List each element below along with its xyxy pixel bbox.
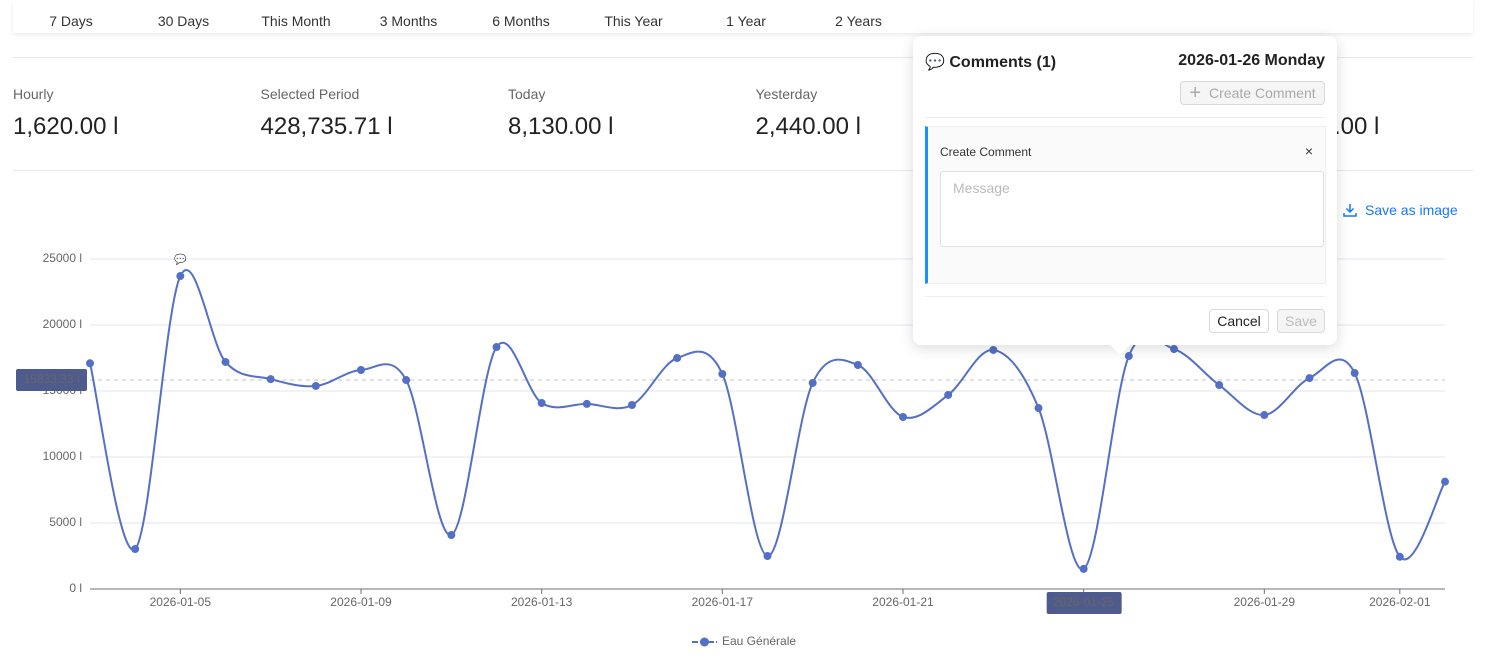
data-point — [176, 272, 185, 281]
range-tab[interactable]: 6 Months — [492, 13, 550, 29]
data-point — [1170, 345, 1178, 354]
x-tick-label: 2026-01-17 — [692, 595, 754, 609]
data-point — [221, 357, 230, 366]
data-point — [1079, 564, 1088, 573]
popup-title: 💬 Comments (1) — [925, 54, 1057, 71]
popup-date: 2026-01-26 Monday — [1178, 52, 1325, 69]
data-point — [1124, 352, 1133, 361]
data-point — [628, 400, 636, 409]
data-point — [1350, 369, 1359, 378]
divider — [13, 170, 1473, 171]
legend-marker — [700, 637, 709, 647]
comment-form: Create Comment × Message — [925, 126, 1326, 284]
stat-value: 1,620.00 l — [13, 113, 119, 140]
message-input[interactable]: Message — [940, 171, 1324, 247]
pointer-y-label: 15833.33 l — [23, 372, 79, 386]
stat-label: Yesterday — [755, 86, 818, 102]
data-point — [763, 552, 772, 560]
data-point — [357, 366, 365, 375]
range-tab[interactable]: This Year — [604, 13, 663, 29]
range-tab[interactable]: 1 Year — [726, 13, 766, 29]
form-title: Create Comment — [940, 145, 1032, 159]
download-icon — [1343, 204, 1357, 217]
plus-icon: + — [1189, 81, 1202, 104]
stat-value: 8,130.00 l — [508, 113, 614, 140]
stat-label: Hourly — [13, 86, 54, 102]
range-tab[interactable]: 2 Years — [835, 13, 882, 29]
save-button[interactable]: Save — [1277, 309, 1325, 333]
legend-label: Eau Générale — [722, 634, 796, 648]
data-point — [808, 378, 817, 387]
data-point — [718, 369, 727, 378]
data-point — [447, 531, 456, 540]
data-point — [402, 376, 411, 385]
data-point — [582, 399, 591, 408]
x-tick-label: 2026-02-01 — [1369, 595, 1431, 609]
divider — [925, 117, 1325, 118]
data-point — [1305, 374, 1314, 383]
range-tab[interactable]: 7 Days — [49, 13, 93, 29]
y-tick-label: 10000 l — [43, 449, 82, 463]
y-tick-label: 0 l — [69, 581, 82, 595]
x-tick-label: 2026-01-21 — [872, 595, 934, 609]
create-comment-button[interactable]: + Create Comment — [1180, 81, 1325, 105]
stat-value: .00 l — [1334, 113, 1380, 140]
divider — [13, 57, 1473, 58]
x-tick-label: 2026-01-29 — [1234, 595, 1296, 609]
data-point — [311, 381, 320, 390]
data-point — [989, 345, 998, 354]
save-as-image[interactable]: Save as image — [1343, 202, 1458, 218]
data-point — [492, 343, 501, 352]
pointer-y-box — [16, 369, 87, 392]
range-tab[interactable]: 30 Days — [157, 13, 210, 29]
save-label: Save as image — [1365, 202, 1458, 218]
x-tick-label: 2026-01-09 — [330, 595, 392, 609]
y-tick-label: 5000 l — [49, 515, 82, 529]
pointer-x-box — [1046, 592, 1122, 614]
cancel-button[interactable]: Cancel — [1209, 309, 1269, 333]
comments-popup: 💬 Comments (1) 2026-01-26 Monday + Create… — [913, 36, 1337, 355]
x-tick-label: 2026-01-05 — [150, 595, 212, 609]
data-point — [131, 545, 140, 554]
range-tabs: 7 Days 30 Days This Month 3 Months 6 Months T… — [13, 0, 1473, 33]
data-point — [899, 413, 907, 422]
data-point — [1034, 404, 1043, 413]
data-point — [853, 360, 862, 369]
data-point — [944, 390, 953, 399]
data-point — [86, 359, 94, 368]
range-tab[interactable]: This Month — [261, 13, 331, 29]
stat-label: Selected Period — [260, 86, 360, 102]
comment-marker: 💬 — [174, 253, 187, 266]
x-tick-label: 2026-01-13 — [511, 595, 573, 609]
data-point — [1441, 477, 1449, 486]
data-point — [537, 399, 546, 408]
stat-label: Today — [508, 86, 546, 102]
button-label: Create Comment — [1209, 85, 1316, 101]
y-tick-label: 20000 l — [43, 317, 82, 331]
range-tab[interactable]: 3 Months — [379, 13, 438, 29]
close-button[interactable]: × — [1304, 143, 1313, 159]
stat-value: 428,735.71 l — [260, 113, 393, 140]
y-tick-label: 25000 l — [43, 251, 82, 265]
data-point — [1260, 411, 1269, 420]
stat-value: 2,440.00 l — [755, 113, 861, 140]
pointer-x-label: 2026-01-25 — [1053, 595, 1115, 609]
divider — [925, 296, 1325, 297]
data-point — [673, 354, 682, 362]
data-point — [266, 375, 275, 384]
data-point — [1215, 381, 1224, 390]
data-point — [1395, 552, 1404, 561]
